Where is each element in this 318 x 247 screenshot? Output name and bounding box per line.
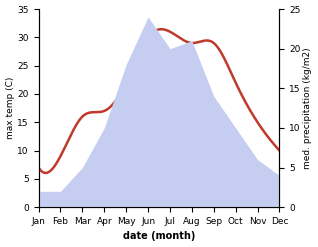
Y-axis label: med. precipitation (kg/m2): med. precipitation (kg/m2) <box>303 47 313 169</box>
Y-axis label: max temp (C): max temp (C) <box>5 77 15 139</box>
X-axis label: date (month): date (month) <box>123 231 195 242</box>
